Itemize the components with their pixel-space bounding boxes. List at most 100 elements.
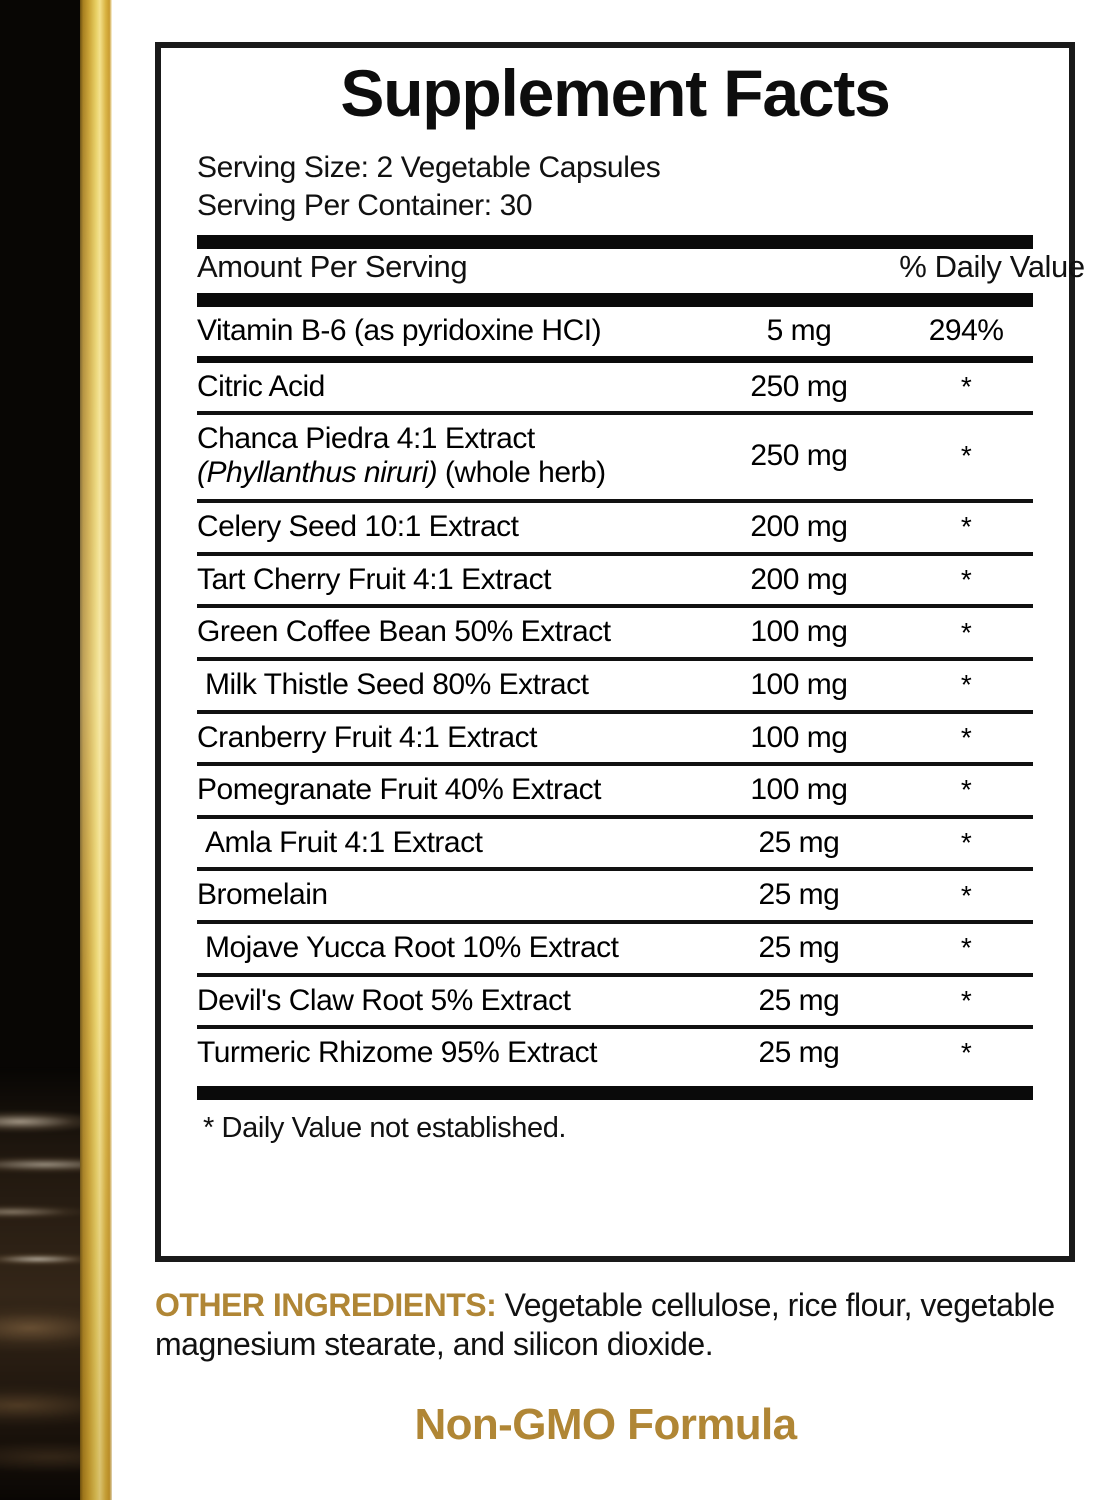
dark-silk-panel [0,0,80,1500]
ingredient-daily-value: * [960,616,972,648]
ingredient-amount: 100 mg [750,773,848,807]
ingredient-amount: 25 mg [758,983,840,1017]
table-row: Vitamin B-6 (as pyridoxine HCI) 5 mg 294% [197,307,1033,356]
rule-row-separator [197,709,1033,714]
ingredient-name: Milk Thistle Seed 80% Extract [197,661,699,710]
ingredient-rows-host: Vitamin B-6 (as pyridoxine HCI) 5 mg 294% C… [179,292,1051,1100]
ingredient-amount: 25 mg [758,878,840,912]
ingredient-name-text: Green Coffee Bean 50% Extract [197,615,611,649]
ingredient-daily-value: * [960,879,972,911]
non-gmo-formula-text: Non-GMO Formula [414,1400,797,1449]
ingredient-daily-value: * [960,932,972,964]
ingredient-name: Devil's Claw Root 5% Extract [197,977,699,1026]
table-row: Citric Acid 250 mg * [197,363,1033,412]
rule-row-separator [197,355,1033,363]
ingredient-daily-value: * [960,721,972,753]
column-header-amount-per-serving: Amount Per Serving [197,248,468,284]
rule-row-separator [197,1025,1033,1030]
rule-row-separator [197,551,1033,556]
ingredient-name: Mojave Yucca Root 10% Extract [197,924,699,973]
serving-size-line: Serving Size: 2 Vegetable Capsules [197,151,661,185]
ingredient-daily-value: * [960,826,972,858]
daily-value-footnote: * Daily Value not established. [203,1111,567,1144]
ingredient-name-text: Chanca Piedra 4:1 Extract [197,422,535,456]
ingredient-name-text: Celery Seed 10:1 Extract [197,510,519,544]
supplement-facts-inner: Supplement Facts Serving Size: 2 Vegetab… [161,56,1085,1268]
ingredient-name: Citric Acid [197,363,699,412]
ingredient-name: Pomegranate Fruit 40% Extract [197,766,699,815]
table-row: Cranberry Fruit 4:1 Extract 100 mg * [197,714,1033,763]
ingredient-name: Turmeric Rhizome 95% Extract [197,1029,699,1078]
rule-row-separator [197,762,1033,767]
ingredient-name-text: Pomegranate Fruit 40% Extract [197,773,602,807]
plant-part: (whole herb) [437,455,606,489]
rule-row-separator [197,499,1033,504]
other-ingredients-body: Vegetable cellulose, rice flour, vegetab… [155,1287,1055,1363]
ingredient-name-text: Vitamin B-6 (as pyridoxine HCI) [197,313,602,347]
ingredient-name: Celery Seed 10:1 Extract [197,503,699,552]
rule-row-separator [197,604,1033,609]
ingredient-daily-value: * [960,563,972,595]
ingredient-amount: 25 mg [758,931,840,965]
label-content-area: Supplement Facts Serving Size: 2 Vegetab… [113,0,1098,1500]
rule-table-bottom [197,1085,1033,1100]
other-ingredients-text: OTHER INGREDIENTS: Vegetable cellulose, … [155,1286,1087,1364]
ingredient-amount: 5 mg [766,313,832,347]
serving-per-container-line: Serving Per Container: 30 [197,189,533,223]
serving-info-block: Serving Size: 2 Vegetable Capsules Servi… [197,149,1051,225]
ingredient-name-text: Bromelain [197,878,328,912]
table-row: Mojave Yucca Root 10% Extract 25 mg * [197,924,1033,973]
ingredient-amount: 200 mg [750,510,848,544]
table-row: Tart Cherry Fruit 4:1 Extract 200 mg * [197,556,1033,605]
ingredient-name-text: Mojave Yucca Root 10% Extract [205,931,619,965]
table-row: Chanca Piedra 4:1 Extract (Phyllanthus ni… [197,415,1033,499]
ingredient-name: Tart Cherry Fruit 4:1 Extract [197,556,699,605]
ingredient-amount: 250 mg [750,369,848,403]
ingredient-amount: 100 mg [750,615,848,649]
table-row: Turmeric Rhizome 95% Extract 25 mg * [197,1029,1033,1078]
ingredient-name-text: Turmeric Rhizome 95% Extract [197,1036,598,1070]
table-row: Celery Seed 10:1 Extract 200 mg * [197,503,1033,552]
rule-above-header [197,234,1033,249]
table-row: Bromelain 25 mg * [197,871,1033,920]
ingredient-name-text: Amla Fruit 4:1 Extract [205,825,483,859]
ingredient-daily-value: * [960,774,972,806]
table-row: Amla Fruit 4:1 Extract 25 mg * [197,819,1033,868]
ingredient-daily-value: * [960,511,972,543]
rule-row-separator [197,411,1033,416]
table-row: Milk Thistle Seed 80% Extract 100 mg * [197,661,1033,710]
ingredient-amount: 200 mg [750,562,848,596]
ingredient-amount: 25 mg [758,1036,840,1070]
latin-binomial: (Phyllanthus niruri) [197,455,438,489]
ingredient-name: Chanca Piedra 4:1 Extract (Phyllanthus ni… [197,415,699,499]
ingredient-amount: 100 mg [750,720,848,754]
table-row: Devil's Claw Root 5% Extract 25 mg * [197,977,1033,1026]
ingredient-latin-name: (Phyllanthus niruri) (whole herb) [197,456,699,490]
silk-texture-graphic [0,1070,80,1500]
page-title: Supplement Facts [340,56,890,130]
ingredient-name: Cranberry Fruit 4:1 Extract [197,714,699,763]
ingredient-daily-value: * [960,669,972,701]
ingredient-name: Vitamin B-6 (as pyridoxine HCI) [197,307,699,356]
rule-row-separator [197,657,1033,662]
supplement-facts-panel: Supplement Facts Serving Size: 2 Vegetab… [155,42,1085,1262]
ingredient-daily-value: * [960,370,972,402]
ingredient-name-text: Cranberry Fruit 4:1 Extract [197,720,537,754]
supplement-facts-table: Amount Per Serving % Daily Value [197,248,1085,285]
rule-below-header [197,292,1033,307]
ingredient-daily-value: 294% [928,313,1004,347]
table-header-row: Amount Per Serving % Daily Value [197,248,1085,285]
table-row: Pomegranate Fruit 40% Extract 100 mg * [197,766,1033,815]
ingredient-daily-value: * [960,440,972,471]
ingredient-amount: 25 mg [758,825,840,859]
ingredient-name-text: Devil's Claw Root 5% Extract [197,983,571,1017]
label-left-edge [0,0,113,1500]
other-ingredients-label: OTHER INGREDIENTS: [155,1287,497,1323]
table-row: Green Coffee Bean 50% Extract 100 mg * [197,608,1033,657]
ingredient-daily-value: * [960,1037,972,1069]
ingredient-daily-value: * [960,984,972,1016]
ingredient-amount: 250 mg [750,438,848,472]
rule-row-separator [197,814,1033,819]
rule-row-separator [197,920,1033,925]
ingredient-amount: 100 mg [750,668,848,702]
